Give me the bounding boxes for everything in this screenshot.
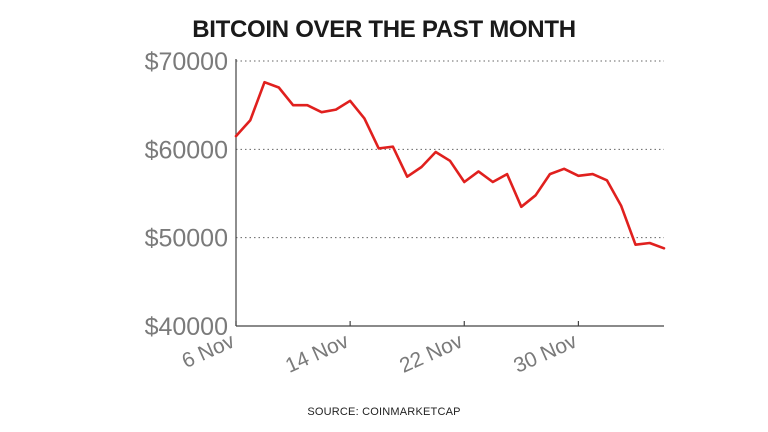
chart-source: SOURCE: COINMARKETCAP bbox=[307, 406, 461, 418]
y-tick-label: $70000 bbox=[145, 48, 228, 76]
x-tick-label: 14 Nov bbox=[282, 329, 353, 377]
x-tick-label: 22 Nov bbox=[396, 329, 467, 377]
x-tick-label: 30 Nov bbox=[510, 329, 581, 377]
y-tick-label: $50000 bbox=[145, 225, 228, 253]
y-tick-label: $40000 bbox=[145, 313, 228, 341]
chart-title: BITCOIN OVER THE PAST MONTH bbox=[192, 16, 576, 43]
series-line bbox=[234, 80, 666, 250]
y-tick-label: $60000 bbox=[145, 136, 228, 164]
